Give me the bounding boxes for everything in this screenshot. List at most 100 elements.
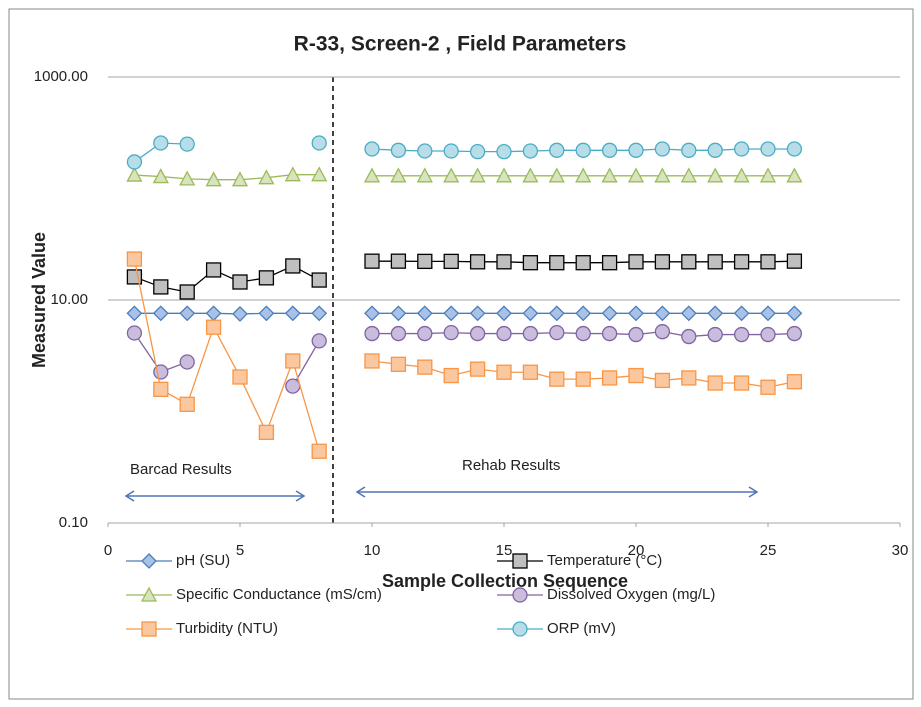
data-point <box>179 396 195 412</box>
data-point <box>733 375 750 391</box>
data-point <box>627 167 645 183</box>
data-point <box>707 375 723 391</box>
data-point <box>205 171 222 187</box>
data-point <box>522 325 539 342</box>
data-point <box>733 141 750 157</box>
data-point <box>205 262 222 278</box>
data-point <box>443 367 459 384</box>
data-point <box>786 374 803 390</box>
data-point <box>417 325 433 342</box>
data-point <box>601 142 618 158</box>
chart-frame <box>8 8 914 700</box>
data-point <box>760 254 776 270</box>
data-point <box>469 254 486 270</box>
data-point <box>285 378 301 394</box>
data-point <box>390 253 407 269</box>
legend-label: ORP (mV) <box>547 620 616 637</box>
annotation: Rehab Results <box>462 457 560 474</box>
data-point <box>232 306 248 322</box>
data-point <box>654 305 671 322</box>
data-point <box>152 168 169 184</box>
data-point <box>548 305 565 322</box>
data-point <box>601 370 618 386</box>
data-point <box>522 305 539 322</box>
data-point <box>390 142 407 158</box>
data-point <box>549 324 565 341</box>
data-point <box>496 305 512 322</box>
data-point <box>364 325 380 342</box>
legend-label: Turbidity (NTU) <box>176 620 278 637</box>
data-point <box>126 166 143 182</box>
data-point <box>416 305 433 322</box>
data-point <box>179 305 196 322</box>
data-point <box>628 254 644 270</box>
x-tick-label: 25 <box>760 542 777 559</box>
data-point <box>601 255 618 271</box>
data-point <box>654 254 671 270</box>
y-tick-label: 10.00 <box>50 291 88 308</box>
data-point <box>575 325 591 342</box>
data-point <box>285 258 301 274</box>
data-point <box>469 325 486 342</box>
data-point <box>258 305 275 322</box>
data-point <box>126 325 143 341</box>
data-point <box>284 305 301 322</box>
data-point <box>179 354 195 370</box>
chart-title: R-33, Screen-2 , Field Parameters <box>294 33 627 56</box>
data-point <box>258 270 275 286</box>
data-point <box>285 353 301 369</box>
x-tick-label: 30 <box>892 542 909 559</box>
data-point <box>733 254 750 270</box>
legend-marker <box>512 621 528 637</box>
x-tick-label: 5 <box>236 542 244 559</box>
x-axis-label: Sample Collection Sequence <box>382 571 628 591</box>
data-point <box>707 167 724 183</box>
data-point <box>364 353 380 369</box>
data-point <box>311 443 327 459</box>
data-point <box>575 305 592 322</box>
data-point <box>707 326 723 343</box>
data-point <box>126 154 143 170</box>
data-point <box>179 170 196 186</box>
data-point <box>205 319 222 335</box>
legend-marker <box>512 587 528 603</box>
data-point <box>733 305 750 322</box>
data-point <box>443 143 459 159</box>
data-point <box>522 255 539 271</box>
data-point <box>548 167 565 183</box>
data-point <box>416 167 433 183</box>
data-point <box>232 274 248 290</box>
arrows <box>124 486 759 502</box>
data-point <box>681 370 697 386</box>
data-point <box>575 371 591 387</box>
x-tick-label: 15 <box>496 542 513 559</box>
data-point <box>469 361 486 377</box>
data-point <box>390 167 407 183</box>
data-point <box>231 171 249 187</box>
data-point <box>311 135 327 151</box>
data-point <box>549 371 565 387</box>
data-point <box>311 305 328 322</box>
barcad-arrow-heads <box>124 490 306 502</box>
data-point <box>522 364 539 380</box>
data-point <box>417 253 433 270</box>
legend-label: Temperature (°C) <box>547 552 662 569</box>
data-point <box>680 167 697 183</box>
data-point <box>443 305 460 322</box>
data-point <box>760 326 776 343</box>
data-point <box>153 135 169 151</box>
data-point <box>496 144 512 160</box>
data-point <box>363 167 381 183</box>
data-point <box>495 167 513 183</box>
data-point <box>284 166 301 182</box>
data-point <box>153 381 169 397</box>
data-point <box>733 326 750 343</box>
data-point <box>126 251 143 267</box>
data-point <box>601 167 618 183</box>
data-point <box>654 141 671 157</box>
x-tick-label: 10 <box>364 542 381 559</box>
data-point <box>759 167 777 183</box>
data-point <box>364 141 380 157</box>
legend-marker <box>141 553 157 569</box>
